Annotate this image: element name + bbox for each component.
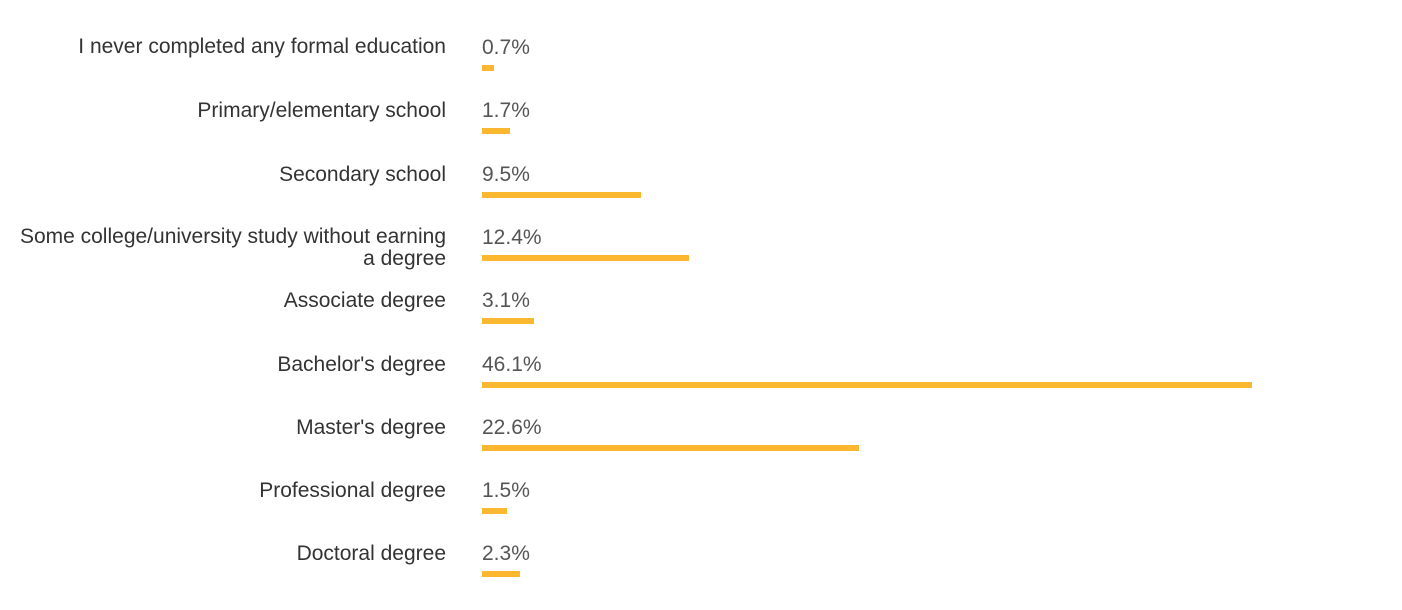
value-label: 2.3% xyxy=(482,542,530,566)
value-label: 12.4% xyxy=(482,225,542,249)
bar xyxy=(482,65,494,71)
bar xyxy=(482,318,534,325)
category-label: Primary/elementary school xyxy=(197,99,446,123)
category-label: I never completed any formal education xyxy=(78,35,446,58)
value-label: 9.5% xyxy=(482,162,530,186)
category-label: Associate degree xyxy=(283,289,446,313)
bar-row: Doctoral degree 2.3% xyxy=(0,543,1402,605)
bar-row: Professional degree 1.5% xyxy=(0,480,1402,542)
bar xyxy=(482,381,1252,388)
category-label: Doctoral degree xyxy=(296,542,446,566)
category-label: Secondary school xyxy=(279,162,446,186)
bar-row: Associate degree 3.1% xyxy=(0,290,1402,352)
value-label: 22.6% xyxy=(482,415,542,439)
category-label: Master's degree xyxy=(296,415,446,439)
value-label: 1.7% xyxy=(482,99,530,123)
bar-row: Some college/university study without ea… xyxy=(0,224,1402,289)
value-label: 46.1% xyxy=(482,352,542,376)
value-label: 1.5% xyxy=(482,479,530,503)
category-label: Professional degree xyxy=(259,479,446,503)
category-label: Some college/university study without ea… xyxy=(19,224,446,270)
bar xyxy=(482,444,860,451)
bar xyxy=(482,128,511,135)
bar-row: Bachelor's degree 46.1% xyxy=(0,352,1402,416)
bar xyxy=(482,508,508,515)
bar-row: Secondary school 9.5% xyxy=(0,162,1402,226)
bar xyxy=(482,191,641,198)
bar-row: I never completed any formal education 0.… xyxy=(0,35,1402,99)
category-label: Bachelor's degree xyxy=(277,352,446,376)
bar-row: Master's degree 22.6% xyxy=(0,415,1402,479)
bar xyxy=(482,571,521,578)
bar xyxy=(482,254,690,261)
bar-row: Primary/elementary school 1.7% xyxy=(0,100,1402,162)
value-label: 0.7% xyxy=(482,36,530,59)
value-label: 3.1% xyxy=(482,289,530,313)
